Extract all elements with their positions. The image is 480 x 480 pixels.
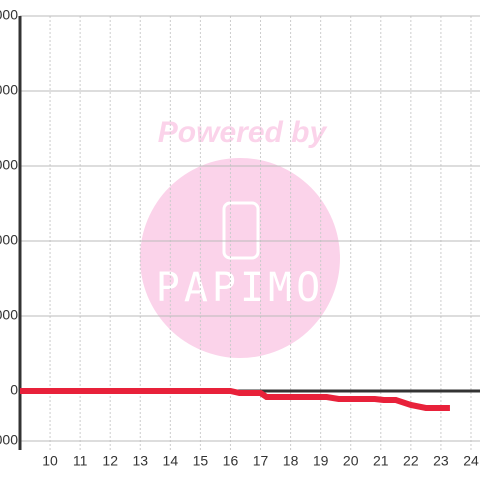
x-tick-label: 24	[463, 453, 479, 469]
data-line	[20, 388, 450, 411]
x-tick-label: 15	[193, 453, 209, 469]
x-tick-label: 10	[42, 453, 58, 469]
watermark-icon	[222, 201, 260, 260]
watermark-logo: PAPIMO	[156, 265, 325, 311]
x-tick-label: 20	[343, 453, 359, 469]
x-tick-label: 23	[433, 453, 449, 469]
watermark-text: Powered by	[158, 116, 328, 149]
y-tick-label: 0	[10, 382, 18, 398]
y-tick-label: 120,000	[0, 82, 18, 98]
x-tick-label: 18	[283, 453, 299, 469]
x-tick-label: 22	[403, 453, 419, 469]
y-tick-label: 30,000	[0, 307, 18, 323]
x-tick-label: 19	[313, 453, 329, 469]
x-tick-label: 13	[132, 453, 148, 469]
x-tick-label: 21	[373, 453, 389, 469]
y-tick-label: 60,000	[0, 232, 18, 248]
x-tick-label: 11	[73, 453, 88, 469]
y-tick-label: -20,000	[0, 432, 18, 448]
x-tick-label: 14	[163, 453, 179, 469]
x-tick-label: 12	[102, 453, 118, 469]
x-tick-label: 16	[223, 453, 239, 469]
y-tick-label: 90,000	[0, 157, 18, 173]
y-tick-label: 150,000	[0, 7, 18, 23]
x-tick-label: 17	[253, 453, 269, 469]
